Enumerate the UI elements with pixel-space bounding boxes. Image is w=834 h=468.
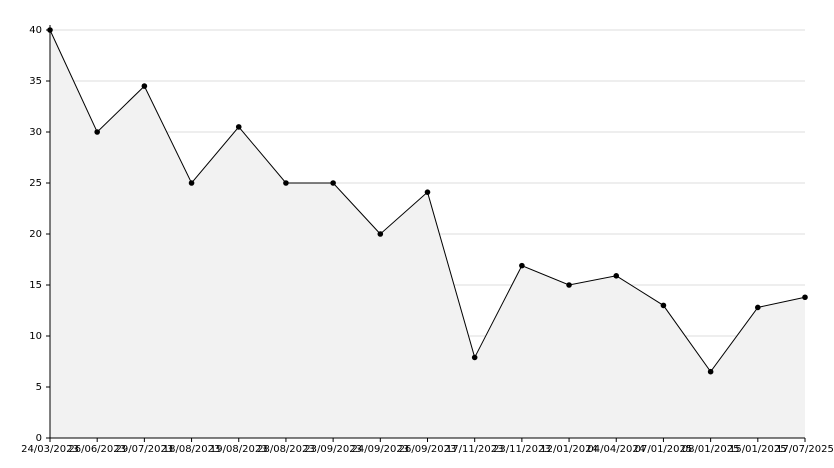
point [283, 180, 289, 186]
point [471, 354, 478, 361]
y-tick-label: 35 [29, 76, 42, 87]
x-tick-label: 26/09/2023 [399, 444, 457, 455]
x-tick-label: 26/06/2023 [68, 444, 126, 455]
x-tick-label: 23/11/2023 [493, 444, 551, 455]
point [424, 189, 431, 195]
x-tick-label: 24/03/2023 [21, 444, 79, 455]
y-tick-label: 10 [29, 331, 42, 342]
x-tick-label: 18/08/2023 [163, 444, 221, 455]
point [141, 83, 148, 89]
x-tick-label: 17/11/2023 [446, 444, 504, 455]
point [94, 129, 100, 135]
x-tick-label: 15/01/2025 [729, 444, 787, 455]
point [330, 180, 336, 186]
point [377, 231, 384, 237]
point [802, 294, 808, 301]
y-tick-label: 5 [36, 382, 42, 393]
x-tick-label: 23/09/2023 [304, 444, 362, 455]
x-tick-label: 17/07/2025 [776, 444, 834, 455]
x-tick-label: 08/01/2025 [682, 444, 740, 455]
x-tick-label: 07/01/2025 [635, 444, 693, 455]
y-tick-label: 15 [29, 280, 42, 291]
point [707, 368, 714, 375]
y-tick-label: 0 [36, 433, 42, 444]
x-tick-label: 04/04/2024 [587, 444, 645, 455]
y-tick-label: 25 [29, 178, 42, 189]
x-tick-label: 24/09/2023 [351, 444, 409, 455]
y-tick-label: 20 [29, 229, 42, 240]
point [660, 302, 667, 309]
point [519, 262, 525, 269]
point [613, 273, 620, 279]
point [566, 282, 572, 288]
point [755, 304, 761, 311]
y-tick-label: 40 [29, 25, 42, 36]
x-tick-label: 28/08/2023 [257, 444, 315, 455]
area [50, 30, 805, 438]
point [235, 124, 242, 130]
x-tick-label: 29/07/2023 [116, 444, 174, 455]
point [188, 180, 195, 186]
x-tick-label: 19/08/2023 [210, 444, 268, 455]
x-tick-label: 12/01/2024 [540, 444, 598, 455]
y-tick-label: 30 [29, 127, 42, 138]
